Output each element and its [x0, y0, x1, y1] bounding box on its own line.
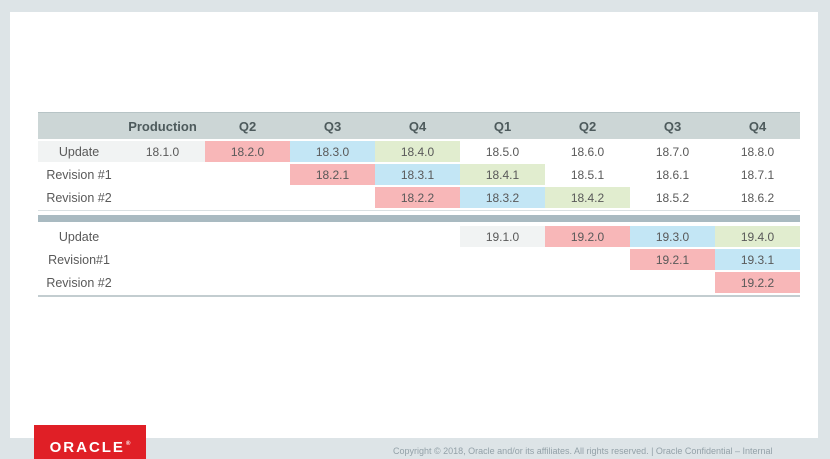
empty-cell — [290, 272, 375, 295]
empty-cell — [290, 226, 375, 249]
header-cell: Q1 — [493, 118, 512, 134]
registered-trademark-icon: ® — [125, 441, 131, 447]
empty-cell — [205, 164, 290, 187]
table-row: Revision #2 19.2.2 — [38, 272, 800, 295]
empty-cell — [120, 226, 205, 249]
version-cell: 18.2.0 — [205, 141, 290, 164]
empty-cell — [460, 249, 545, 272]
row-label: Update — [38, 226, 120, 249]
header-cell: Q4 — [408, 118, 427, 134]
header-cell: Q2 — [578, 118, 597, 134]
empty-cell — [290, 187, 375, 210]
table-row: Revision #2 18.2.2 18.3.2 18.4.2 18.5.2 18.6.… — [38, 187, 800, 210]
version-cell: 18.3.2 — [460, 187, 545, 210]
empty-cell — [375, 226, 460, 249]
empty-cell — [630, 272, 715, 295]
version-cell: 18.6.1 — [630, 164, 715, 187]
version-cell: 18.5.2 — [630, 187, 715, 210]
version-cell: 19.2.1 — [630, 249, 715, 272]
row-label: Revision#1 — [38, 249, 120, 272]
version-cell: 18.3.0 — [290, 141, 375, 164]
empty-cell — [205, 249, 290, 272]
table-row: Revision#1 19.2.1 19.3.1 — [38, 249, 800, 272]
table-row: Update 19.1.0 19.2.0 19.3.0 19.4.0 — [38, 226, 800, 249]
empty-cell — [120, 164, 205, 187]
version-cell: 18.5.1 — [545, 164, 630, 187]
release-table: Production Q2 Q3 Q4 Q1 Q2 Q3 Q4 Update 18.1.0 18.2… — [38, 112, 800, 297]
version-cell: 18.5.0 — [460, 141, 545, 164]
release-block-2: Update 19.1.0 19.2.0 19.3.0 19.4.0 Revision#1… — [38, 226, 800, 297]
table-header-row: Production Q2 Q3 Q4 Q1 Q2 Q3 Q4 — [38, 112, 800, 141]
header-cell: Q2 — [238, 118, 257, 134]
empty-cell — [290, 249, 375, 272]
version-cell: 19.1.0 — [460, 226, 545, 249]
table-row: Revision #1 18.2.1 18.3.1 18.4.1 18.5.1 18.6.… — [38, 164, 800, 187]
row-label: Revision #2 — [38, 272, 120, 295]
version-cell: 18.4.1 — [460, 164, 545, 187]
version-cell: 18.4.2 — [545, 187, 630, 210]
version-cell: 18.4.0 — [375, 141, 460, 164]
slide-canvas: Production Q2 Q3 Q4 Q1 Q2 Q3 Q4 Update 18.1.0 18.2… — [10, 12, 818, 438]
empty-cell — [120, 249, 205, 272]
header-cell-rowlabels — [38, 113, 120, 139]
header-cell: Production — [128, 118, 197, 134]
version-cell: 18.7.0 — [630, 141, 715, 164]
version-cell: 18.8.0 — [715, 141, 800, 164]
empty-cell — [205, 226, 290, 249]
header-cell: Q3 — [663, 118, 682, 134]
version-cell: 19.4.0 — [715, 226, 800, 249]
row-label: Revision #1 — [38, 164, 120, 187]
empty-cell — [545, 272, 630, 295]
footer-copyright: Copyright © 2018, Oracle and/or its affi… — [393, 446, 773, 456]
release-block-1: Update 18.1.0 18.2.0 18.3.0 18.4.0 18.5.0 18.6… — [38, 141, 800, 211]
version-cell: 19.3.0 — [630, 226, 715, 249]
oracle-logo-text: ORACLE — [49, 439, 125, 456]
header-cell: Q4 — [748, 118, 767, 134]
version-cell: 18.7.1 — [715, 164, 800, 187]
table-row: Update 18.1.0 18.2.0 18.3.0 18.4.0 18.5.0 18.6… — [38, 141, 800, 164]
version-cell: 18.6.2 — [715, 187, 800, 210]
version-cell: 19.2.2 — [715, 272, 800, 295]
version-cell: 18.6.0 — [545, 141, 630, 164]
version-cell: 18.2.1 — [290, 164, 375, 187]
empty-cell — [205, 187, 290, 210]
row-label: Revision #2 — [38, 187, 120, 210]
empty-cell — [460, 272, 545, 295]
empty-cell — [545, 249, 630, 272]
version-cell: 19.2.0 — [545, 226, 630, 249]
version-cell: 18.1.0 — [120, 141, 205, 164]
empty-cell — [375, 249, 460, 272]
version-cell: 18.2.2 — [375, 187, 460, 210]
row-label: Update — [38, 141, 120, 164]
header-cell: Q3 — [323, 118, 342, 134]
empty-cell — [205, 272, 290, 295]
block-divider — [38, 215, 800, 222]
oracle-logo: ORACLE ® — [34, 425, 146, 459]
empty-cell — [120, 272, 205, 295]
empty-cell — [375, 272, 460, 295]
empty-cell — [120, 187, 205, 210]
version-cell: 19.3.1 — [715, 249, 800, 272]
version-cell: 18.3.1 — [375, 164, 460, 187]
